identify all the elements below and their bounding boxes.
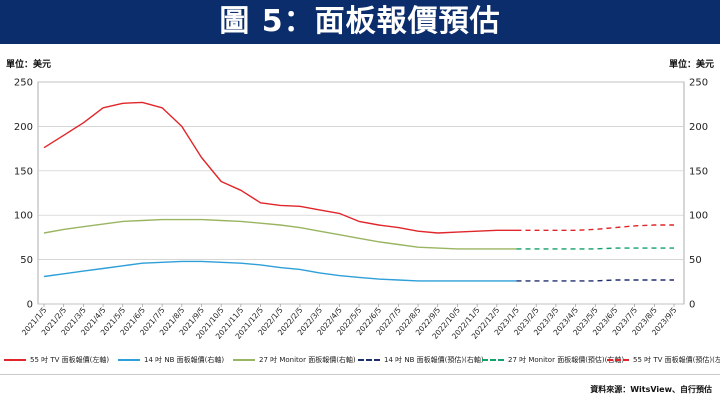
left-unit-label: 單位：美元: [6, 60, 52, 70]
right-unit-label: 單位：美元: [668, 60, 714, 70]
legend-swatch: [233, 359, 255, 361]
legend-swatch: [118, 359, 140, 361]
plot-area: [37, 81, 685, 305]
series-line-nb: [43, 260, 517, 282]
legend-item-nb-forecast: 14 吋 NB 面板報價(預估)(右軸): [358, 353, 484, 367]
legend-label: 27 吋 Monitor 面板報價(預估)(右軸): [508, 356, 625, 364]
y-tick-left: 200: [14, 122, 33, 133]
legend-item-monitor-forecast: 27 吋 Monitor 面板報價(預估)(右軸): [482, 353, 624, 367]
legend-swatch: [4, 359, 26, 361]
y-tick-right: 0: [689, 300, 695, 311]
y-tick-left: 150: [14, 166, 33, 177]
y-tick-left: 100: [14, 211, 33, 222]
series-line-tv: [43, 101, 517, 234]
y-tick-left: 0: [27, 300, 33, 311]
legend-label: 14 吋 NB 面板報價(右軸): [144, 356, 225, 364]
y-tick-right: 50: [689, 255, 702, 266]
page-title: 圖 5：面板報價預估: [0, 0, 720, 44]
legend-swatch: [482, 359, 504, 361]
y-tick-right: 150: [689, 166, 708, 177]
divider: [0, 374, 720, 375]
y-tick-right: 200: [689, 122, 708, 133]
legend-label: 14 吋 NB 面板報價(預估)(右軸): [384, 356, 484, 364]
legend-swatch: [358, 359, 380, 361]
y-tick-right: 100: [689, 211, 708, 222]
legend-item-tv: 55 吋 TV 面板報價(左軸): [4, 353, 109, 367]
legend-item-nb: 14 吋 NB 面板報價(右軸): [118, 353, 224, 367]
legend-label: 27 吋 Monitor 面板報價(右軸): [259, 356, 356, 364]
legend-label: 55 吋 TV 面板報價(預估)(左軸): [633, 356, 720, 364]
legend-swatch: [607, 359, 629, 361]
y-tick-right: 250: [689, 78, 708, 89]
y-tick-left: 50: [20, 255, 33, 266]
series-line-monitor: [43, 218, 517, 250]
y-tick-left: 250: [14, 78, 33, 89]
legend-label: 55 吋 TV 面板報價(左軸): [30, 356, 110, 364]
legend-item-tv-forecast: 55 吋 TV 面板報價(預估)(左軸): [607, 353, 720, 367]
chart-legend: 55 吋 TV 面板報價(左軸) 14 吋 NB 面板報價(右軸) 27 吋 Mon…: [0, 353, 720, 367]
legend-item-monitor: 27 吋 Monitor 面板報價(右軸): [233, 353, 356, 367]
source-note: 資料來源：WitsView、自行預估: [590, 385, 712, 394]
